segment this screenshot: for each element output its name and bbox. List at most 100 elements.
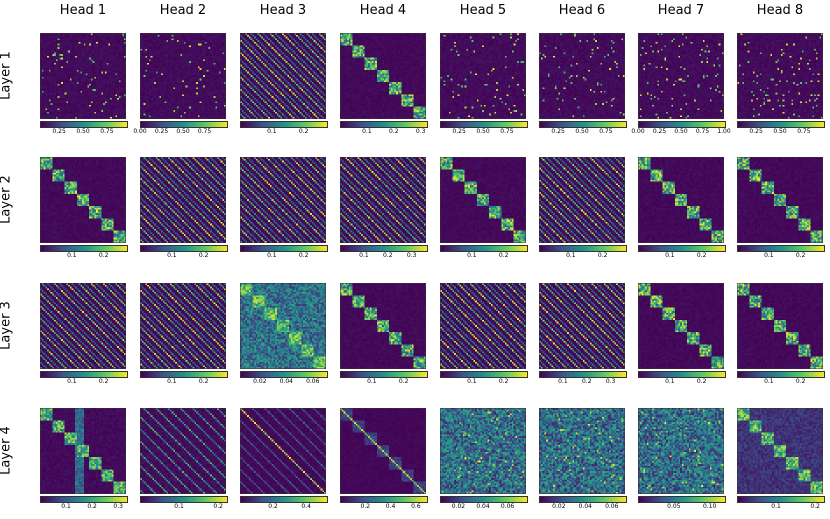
- attention-map: [240, 408, 326, 494]
- colorbar-tick: 0.75: [696, 128, 709, 135]
- colorbar-tick: 0.50: [575, 128, 588, 135]
- colorbar-tick: 0.1: [359, 252, 369, 259]
- colorbar-tick: 0.05: [667, 503, 680, 510]
- colorbar-tick: 0.1: [362, 128, 372, 135]
- head-title-3: Head 3: [233, 3, 333, 18]
- layer-label-3: Layer 3: [0, 286, 14, 366]
- colorbar: [440, 496, 528, 503]
- attention-map: [440, 33, 526, 119]
- colorbar-tick: 0.2: [399, 378, 409, 385]
- colorbar: [440, 121, 528, 128]
- colorbar-tick: 0.02: [552, 503, 565, 510]
- colorbar: [140, 121, 228, 128]
- colorbar-tick: 0.2: [99, 252, 109, 259]
- attention-map: [737, 283, 823, 369]
- colorbar-tick: 0.04: [579, 503, 592, 510]
- colorbar: [737, 245, 825, 252]
- colorbar-tick: 0.2: [697, 378, 707, 385]
- panel-layer2-head5: 0.1 0.2: [440, 157, 526, 263]
- colorbar: [737, 371, 825, 378]
- panel-layer2-head7: 0.1 0.2: [638, 157, 724, 263]
- colorbar-tick: 0.02: [253, 378, 266, 385]
- attention-map: [40, 157, 126, 243]
- attention-map: [638, 157, 724, 243]
- colorbar-tick: 0.75: [599, 128, 612, 135]
- attention-map: [240, 283, 326, 369]
- colorbar: [340, 245, 428, 252]
- colorbar: [539, 371, 627, 378]
- colorbar-tick: 0.25: [551, 128, 564, 135]
- panel-layer2-head8: 0.1 0.2: [737, 157, 823, 263]
- colorbar-tick: 0.50: [176, 128, 189, 135]
- attention-map: [240, 157, 326, 243]
- colorbar-tick: 0.1: [367, 378, 377, 385]
- head-title-4: Head 4: [333, 3, 433, 18]
- colorbar: [737, 496, 825, 503]
- panel-layer1-head5: 0.25 0.50 0.75: [440, 33, 526, 139]
- layer-label-4: Layer 4: [0, 411, 14, 491]
- colorbar-tick: 0.4: [301, 503, 311, 510]
- panel-layer2-head6: 0.1 0.2: [539, 157, 625, 263]
- colorbar-tick: 0.1: [665, 252, 675, 259]
- colorbar-tick: 0.1: [67, 378, 77, 385]
- colorbar-tick: 0.2: [213, 503, 223, 510]
- attention-map: [340, 408, 426, 494]
- colorbar-tick: 0.2: [268, 503, 278, 510]
- attention-map: [638, 283, 724, 369]
- colorbar: [340, 496, 428, 503]
- colorbar: [40, 371, 128, 378]
- colorbar-tick: 0.2: [499, 378, 509, 385]
- panel-layer4-head3: 0.2 0.4: [240, 408, 326, 514]
- panel-layer2-head3: 0.1 0.2: [240, 157, 326, 263]
- attention-map: [40, 33, 126, 119]
- colorbar-tick: 0.4: [386, 503, 396, 510]
- colorbar-tick: 0.00: [631, 128, 644, 135]
- colorbar-tick: 0.6: [411, 503, 421, 510]
- panel-layer3-head2: 0.1 0.2: [140, 283, 226, 389]
- head-title-8: Head 8: [730, 3, 830, 18]
- colorbar-tick: 0.2: [199, 378, 209, 385]
- colorbar-tick: 0.1: [174, 503, 184, 510]
- attention-map: [340, 33, 426, 119]
- attention-map: [40, 283, 126, 369]
- colorbar: [340, 371, 428, 378]
- attention-map: [340, 157, 426, 243]
- panel-layer4-head7: 0.05 0.10: [638, 408, 724, 514]
- colorbar-tick: 0.1: [764, 252, 774, 259]
- head-title-7: Head 7: [631, 3, 731, 18]
- colorbar-tick: 0.2: [582, 378, 592, 385]
- colorbar: [638, 496, 726, 503]
- attention-map: [539, 33, 625, 119]
- colorbar: [40, 121, 128, 128]
- colorbar-tick: 1.00: [717, 128, 730, 135]
- colorbar-tick: 0.1: [764, 378, 774, 385]
- colorbar-tick: 0.2: [810, 503, 820, 510]
- colorbar: [240, 496, 328, 503]
- attention-map: [638, 33, 724, 119]
- colorbar-tick: 0.75: [100, 128, 113, 135]
- panel-layer1-head8: 0.25 0.50 0.75: [737, 33, 823, 139]
- panel-layer1-head3: 0.1 0.2: [240, 33, 326, 139]
- colorbar: [140, 371, 228, 378]
- panel-layer2-head2: 0.1 0.2: [140, 157, 226, 263]
- colorbar-tick: 0.04: [280, 378, 293, 385]
- panel-layer3-head5: 0.1 0.2: [440, 283, 526, 389]
- head-title-2: Head 2: [133, 3, 233, 18]
- colorbar-tick: 0.2: [199, 252, 209, 259]
- panel-layer4-head5: 0.02 0.04 0.06: [440, 408, 526, 514]
- colorbar-tick: 0.2: [299, 128, 309, 135]
- colorbar-tick: 0.25: [52, 128, 65, 135]
- panel-layer3-head6: 0.1 0.2 0.3: [539, 283, 625, 389]
- colorbar: [638, 371, 726, 378]
- attention-map: [40, 408, 126, 494]
- layer-label-1: Layer 1: [0, 36, 14, 116]
- panel-layer1-head1: 0.25 0.50 0.75: [40, 33, 126, 139]
- colorbar-tick: 0.2: [796, 378, 806, 385]
- colorbar-tick: 0.02: [452, 503, 465, 510]
- colorbar-tick: 0.25: [749, 128, 762, 135]
- colorbar: [539, 496, 627, 503]
- panel-layer4-head2: 0.1 0.2: [140, 408, 226, 514]
- colorbar-tick: 0.50: [674, 128, 687, 135]
- panel-layer3-head8: 0.1 0.2: [737, 283, 823, 389]
- colorbar-tick: 0.2: [87, 503, 97, 510]
